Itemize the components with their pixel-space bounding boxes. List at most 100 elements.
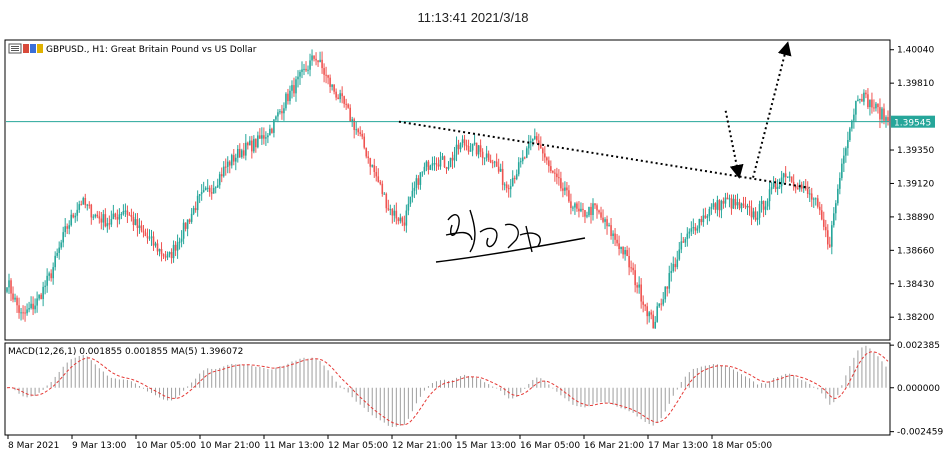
candle <box>353 117 355 139</box>
candle <box>670 262 673 282</box>
time-tick-label: 10 Mar 21:00 <box>200 441 260 451</box>
candle <box>527 134 530 155</box>
candle <box>30 296 32 310</box>
candle <box>427 159 430 175</box>
candle <box>144 228 147 237</box>
candle <box>309 53 311 77</box>
candle <box>604 217 606 230</box>
candle <box>698 218 701 233</box>
candle <box>816 194 819 209</box>
candle <box>608 222 610 227</box>
candle <box>738 198 741 211</box>
candle <box>341 86 343 104</box>
candle <box>546 156 548 165</box>
chart-menu-icon[interactable] <box>8 43 43 54</box>
candle <box>425 160 428 172</box>
candle <box>435 157 438 172</box>
candle <box>228 160 231 174</box>
candle <box>865 90 867 99</box>
candle <box>580 202 582 213</box>
candle-series: 1.39545 <box>6 49 935 329</box>
candle <box>556 167 558 185</box>
forecast-arrow[interactable] <box>724 110 744 179</box>
candle <box>122 204 125 216</box>
drawing-objects[interactable] <box>398 41 810 189</box>
candle <box>108 215 111 230</box>
candle <box>548 156 550 173</box>
candle <box>457 139 460 155</box>
price-axis: 1.40040 1.39810 1.39350 1.39120 1.38890 1.386… <box>890 46 934 323</box>
candle <box>814 197 817 206</box>
candle <box>38 294 40 301</box>
candle <box>439 151 442 170</box>
macd-pane[interactable] <box>4 342 891 436</box>
candle <box>110 210 113 228</box>
candle <box>14 293 16 303</box>
candle <box>437 157 440 170</box>
candle <box>461 135 464 148</box>
candle <box>307 65 309 75</box>
candle <box>253 135 255 154</box>
candle <box>455 136 458 162</box>
macd-tick-label: 0.000000 <box>897 384 940 394</box>
forecast-arrow[interactable] <box>752 41 792 178</box>
candle <box>459 142 462 153</box>
candle <box>166 251 169 261</box>
candle <box>540 136 542 149</box>
candle <box>576 201 578 212</box>
price-pane[interactable] <box>4 39 891 341</box>
time-tick-label: 10 Mar 05:00 <box>136 441 196 451</box>
candle <box>572 205 574 212</box>
price-tick-label: 1.40040 <box>897 46 934 56</box>
candle <box>652 310 655 329</box>
candle <box>355 121 357 135</box>
candle <box>401 216 404 227</box>
candle <box>134 213 137 226</box>
candle <box>164 250 167 262</box>
candle <box>331 83 333 91</box>
candle <box>634 264 636 293</box>
candle <box>413 181 416 199</box>
candle <box>481 148 484 166</box>
candle <box>596 203 598 219</box>
price-tick-label: 1.39120 <box>897 179 934 189</box>
candle <box>349 104 351 122</box>
candle <box>381 180 384 197</box>
candle <box>417 175 420 190</box>
candle <box>265 131 267 146</box>
candle <box>808 189 811 203</box>
candle <box>714 202 717 214</box>
candle <box>768 182 771 210</box>
candle <box>544 146 546 163</box>
candle <box>536 132 538 144</box>
candle <box>315 52 317 66</box>
candle <box>222 161 225 178</box>
candle <box>441 152 444 160</box>
candle <box>379 179 382 186</box>
candle <box>174 241 177 257</box>
candle <box>124 203 127 217</box>
candle <box>726 192 729 200</box>
candle <box>160 242 163 262</box>
candle <box>429 164 432 171</box>
candle <box>132 211 135 232</box>
candle <box>451 151 454 169</box>
candle <box>875 101 877 112</box>
candle <box>391 208 394 224</box>
candle <box>818 201 821 215</box>
candle <box>499 163 502 172</box>
candle <box>385 192 388 213</box>
candle <box>383 192 386 195</box>
candle <box>839 172 841 195</box>
candle <box>319 51 321 63</box>
candle <box>784 166 787 183</box>
candle <box>104 208 107 228</box>
candle <box>690 221 693 236</box>
candle <box>152 231 155 251</box>
candle <box>357 127 359 137</box>
candle <box>668 265 671 294</box>
candle <box>696 225 699 234</box>
candle <box>16 295 18 313</box>
candle <box>598 209 600 215</box>
